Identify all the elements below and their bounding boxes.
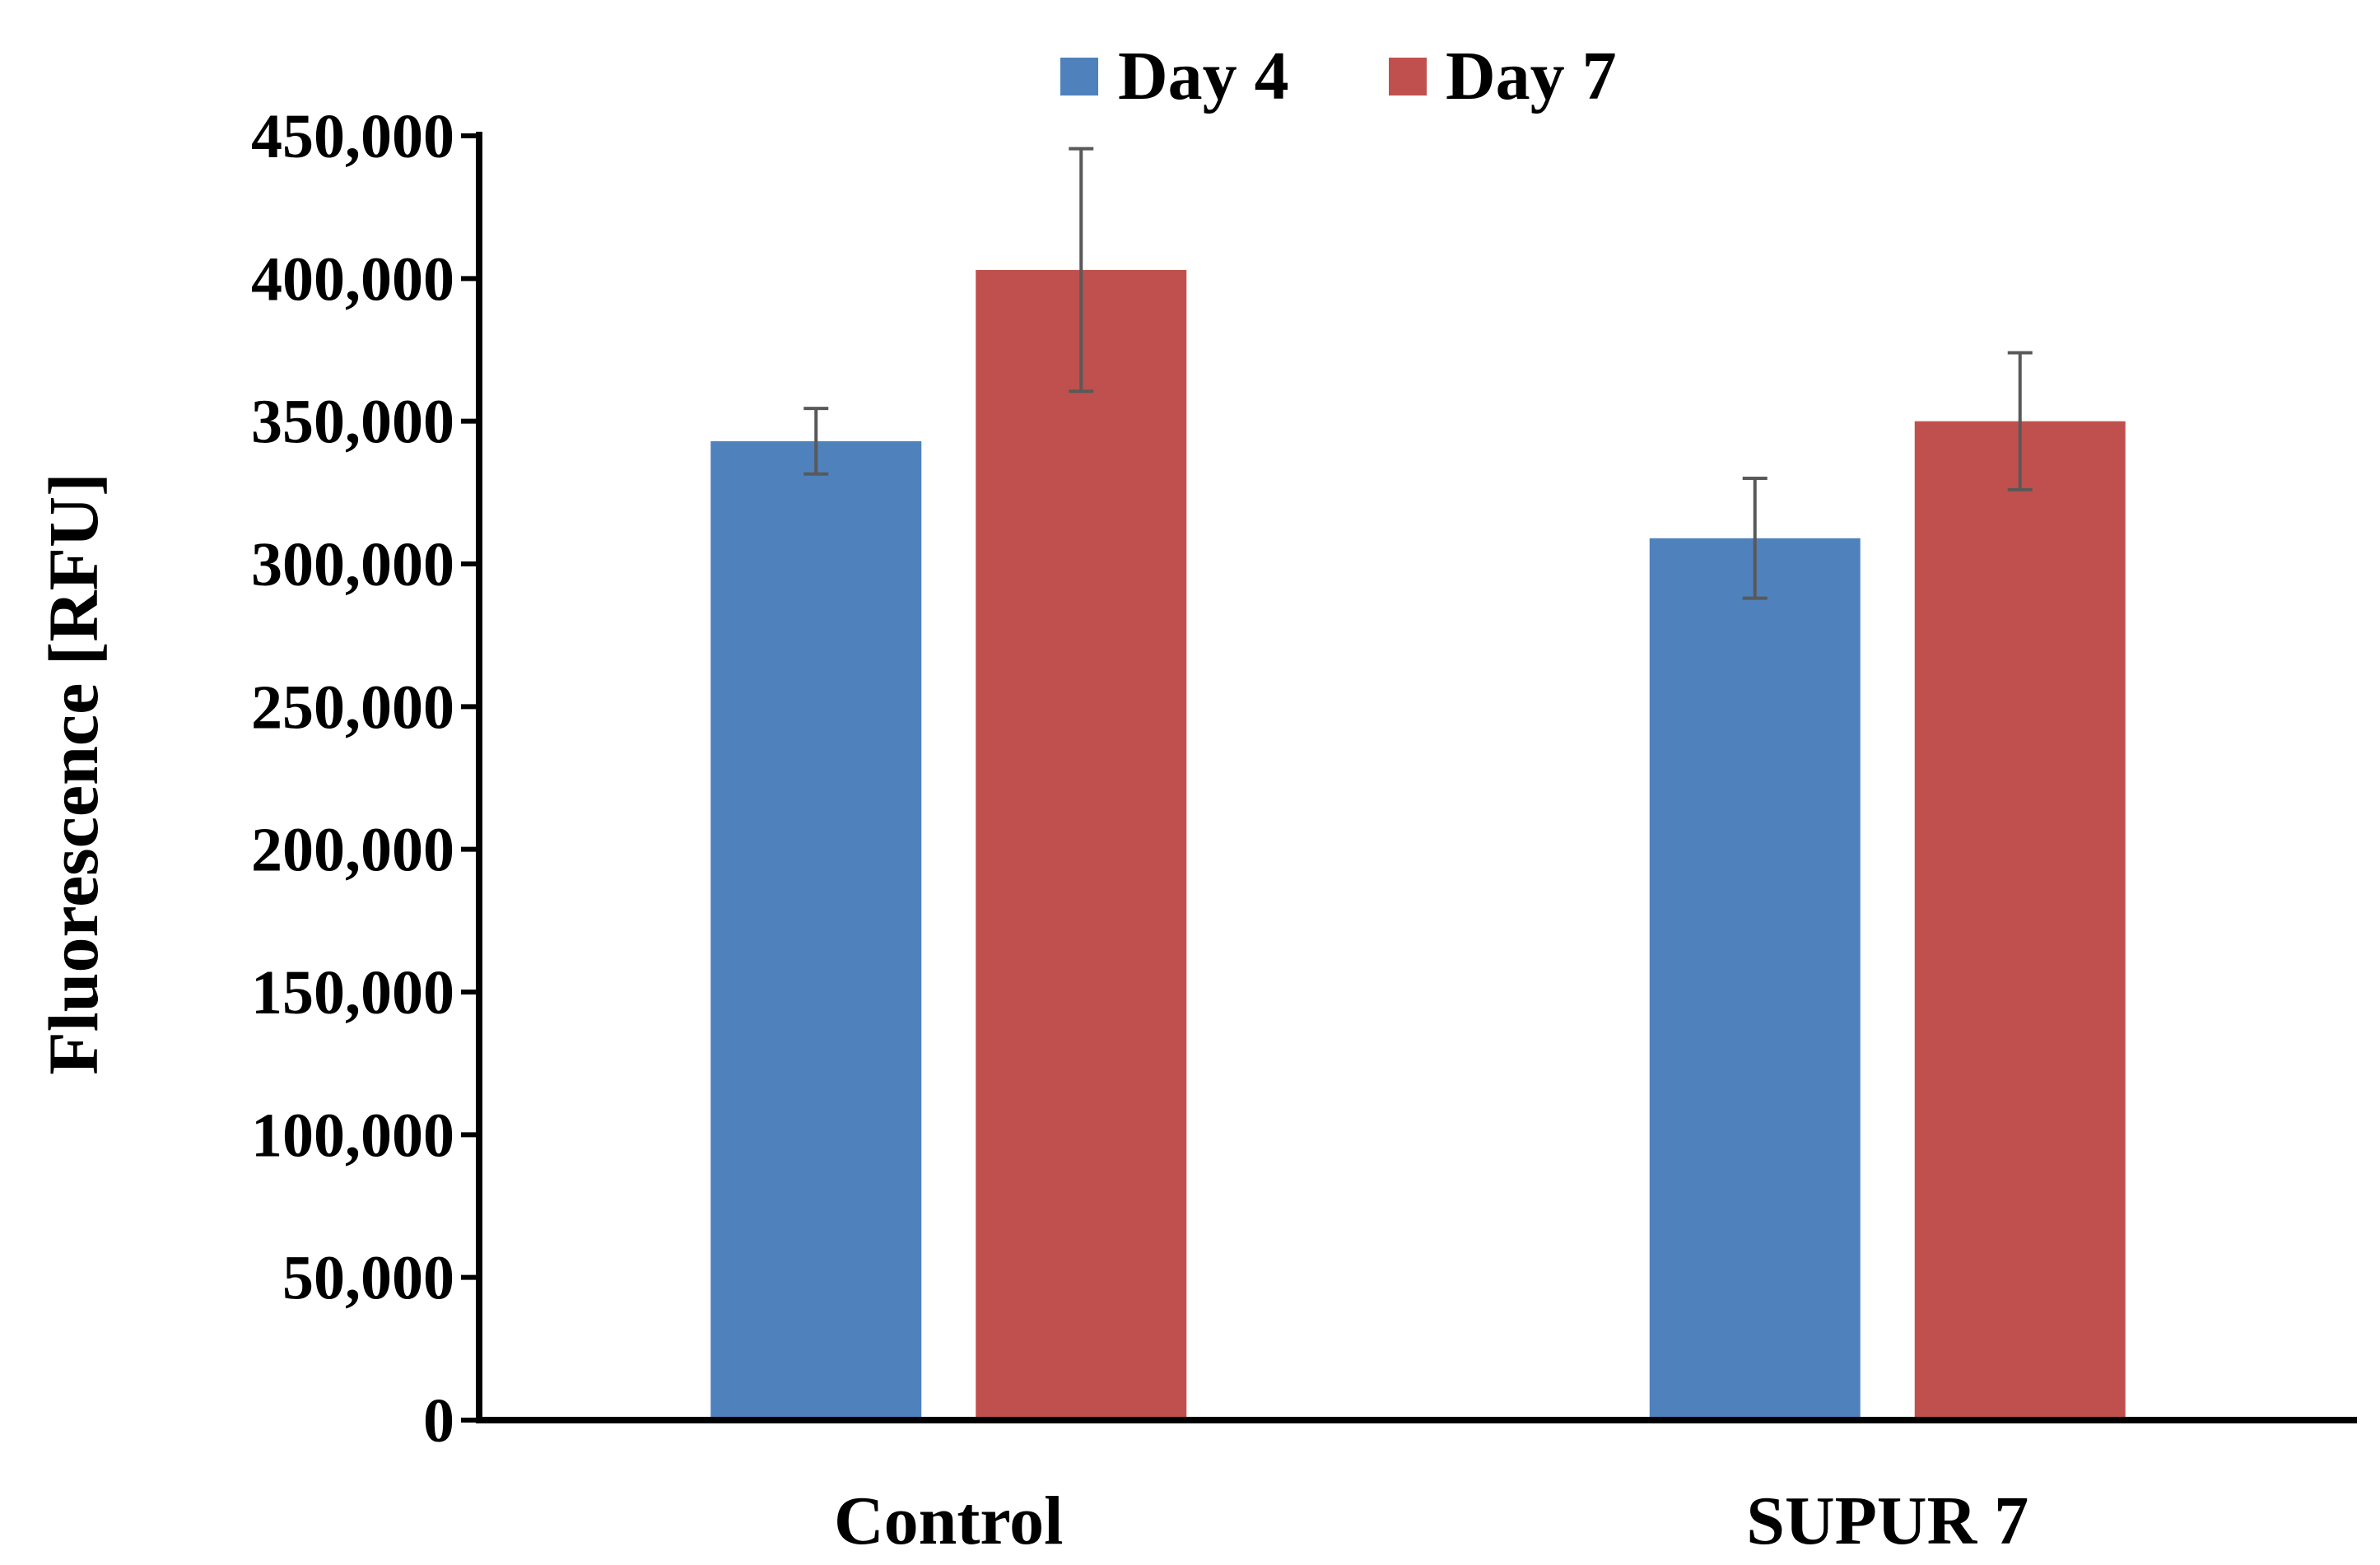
y-axis-title: Fluorescence [RFU] (34, 473, 113, 1075)
legend-swatch-day-4 (1060, 58, 1098, 95)
x-category-label: Control (834, 1483, 1063, 1559)
bar-day-7-supur-7 (1914, 421, 2126, 1421)
y-tick-label: 50,000 (282, 1244, 454, 1313)
x-axis-labels: Control SUPUR 7 (834, 1483, 2028, 1559)
legend-label-day-4: Day 4 (1118, 38, 1289, 114)
y-tick-label: 350,000 (251, 388, 454, 457)
bars (710, 269, 2126, 1421)
bar-day-4-supur-7 (1649, 538, 1861, 1420)
legend-swatch-day-7 (1389, 58, 1427, 95)
legend: Day 4 Day 7 (1060, 38, 1617, 114)
error-bars (803, 147, 2033, 600)
bar-day-7-control (976, 269, 1187, 1420)
y-tick-label: 150,000 (251, 958, 454, 1027)
bar-day-4-control (710, 440, 922, 1420)
y-axis-ticks: 0 50,000 100,000 150,000 200,000 250,000 300,0… (251, 102, 479, 1456)
y-tick-label: 250,000 (251, 673, 454, 742)
y-tick-label: 400,000 (251, 245, 454, 314)
y-tick-label: 200,000 (251, 816, 454, 885)
y-tick-label: 450,000 (251, 102, 454, 171)
y-tick-label: 0 (423, 1386, 454, 1456)
x-category-label: SUPUR 7 (1746, 1483, 2028, 1559)
y-tick-label: 100,000 (251, 1101, 454, 1170)
y-tick-label: 300,000 (251, 530, 454, 599)
legend-label-day-7: Day 7 (1446, 38, 1617, 114)
